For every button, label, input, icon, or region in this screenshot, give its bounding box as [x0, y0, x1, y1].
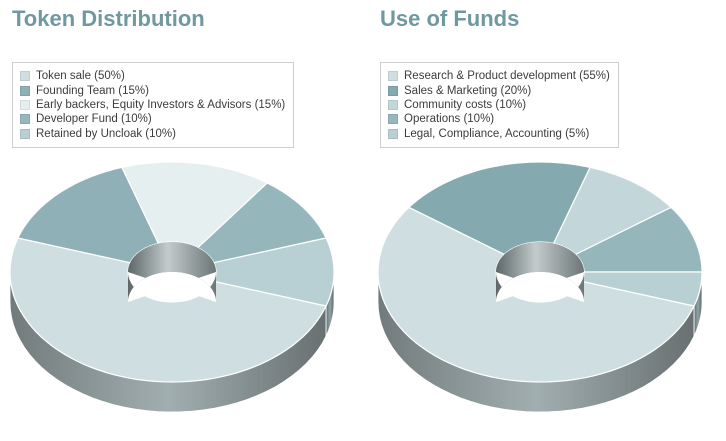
legend-label: Research & Product development (55%) [404, 70, 610, 83]
legend-item-developer-fund: Developer Fund (10%) [20, 112, 285, 126]
slice-founding-team [17, 166, 160, 264]
legend-item-sales-and-marketing: Sales & Marketing (20%) [388, 83, 610, 97]
legend-label: Operations (10%) [404, 113, 495, 126]
legend-swatch [388, 71, 398, 82]
legend-item-legal-compliance-accounting: Legal, Compliance, Accounting (5%) [388, 127, 610, 141]
use-of-funds-donut-chart [377, 161, 703, 413]
legend-swatch [388, 114, 398, 125]
legend-label: Developer Fund (10%) [36, 113, 152, 126]
legend-item-token-sale: Token sale (50%) [20, 69, 285, 83]
donut-hole [128, 242, 216, 302]
slice-early-backers-equity-investors-and-advisors [121, 161, 269, 249]
legend-swatch [20, 128, 30, 139]
slice-sales-and-marketing [407, 161, 591, 256]
legend-label: Early backers, Equity Investors & Adviso… [36, 98, 286, 111]
legend-swatch [388, 128, 398, 139]
use-of-funds-panel: Use of Funds Research & Product developm… [368, 0, 726, 441]
legend-swatch [388, 99, 398, 110]
slice-operations [574, 206, 703, 273]
legend-label: Community costs (10%) [404, 98, 527, 111]
legend-item-early-backers-equity-investors-and-advisors: Early backers, Equity Investors & Adviso… [20, 98, 285, 112]
legend-swatch [20, 99, 30, 110]
donut-hole [496, 242, 584, 302]
legend-swatch [20, 114, 30, 125]
token-distribution-panel: Token Distribution Token sale (50%) Found… [0, 0, 360, 441]
slice-retained-by-uncloak [212, 237, 335, 307]
legend-item-research-and-product-development: Research & Product development (55%) [388, 69, 610, 83]
legend-swatch [20, 85, 30, 96]
hole-opening [128, 272, 216, 302]
legend-label: Sales & Marketing (20%) [404, 84, 532, 97]
legend-item-community-costs: Community costs (10%) [388, 98, 610, 112]
token-distribution-donut-chart [9, 161, 335, 413]
legend-label: Founding Team (15%) [36, 84, 149, 97]
legend-label: Retained by Uncloak (10%) [36, 127, 176, 140]
legend-label: Token sale (50%) [36, 70, 125, 83]
chart-legend: Research & Product development (55%) Sale… [380, 62, 619, 148]
legend-swatch [20, 71, 30, 82]
chart-legend: Token sale (50%) Founding Team (15%) Early… [12, 62, 295, 148]
chart-title: Use of Funds [380, 6, 520, 31]
hole-opening [496, 272, 584, 302]
legend-label: Legal, Compliance, Accounting (5%) [404, 127, 590, 140]
donut-top-faces [377, 161, 703, 383]
legend-swatch [388, 85, 398, 96]
legend-item-founding-team: Founding Team (15%) [20, 83, 285, 97]
legend-item-operations: Operations (10%) [388, 112, 610, 126]
chart-title: Token Distribution [12, 6, 205, 31]
legend-item-retained-by-uncloak: Retained by Uncloak (10%) [20, 127, 285, 141]
